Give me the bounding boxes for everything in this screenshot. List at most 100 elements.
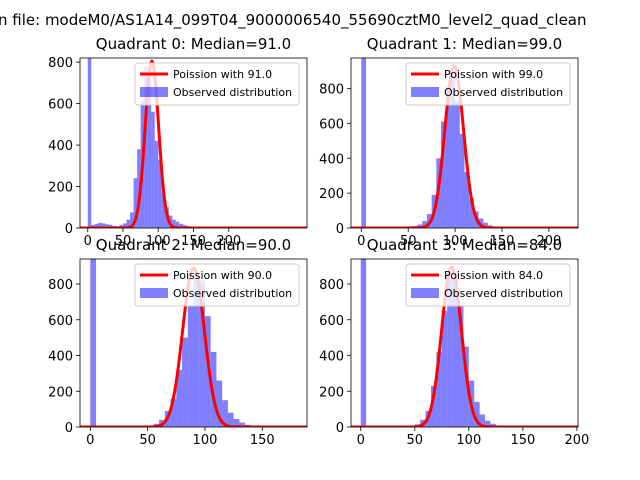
x-tick-label: 150 xyxy=(250,433,275,448)
histogram-bar: 420 xyxy=(436,351,442,427)
legend-label-fit: Poission with 84.0 xyxy=(444,269,543,282)
plot-area: 9758553323581012204080190400610810900730… xyxy=(351,58,578,228)
legend-label-hist: Observed distribution xyxy=(444,287,563,300)
y-tick-label: 400 xyxy=(48,350,73,365)
histogram-bar: 22 xyxy=(123,223,127,228)
x-tick-label: 150 xyxy=(510,433,535,448)
histogram-bar: 540 xyxy=(459,133,465,228)
legend-label-fit: Poission with 91.0 xyxy=(173,68,272,81)
histogram-bar: 25 xyxy=(239,422,246,427)
histogram-bar: 18 xyxy=(105,224,109,228)
legend-label-hist: Observed distribution xyxy=(444,86,563,99)
legend-swatch-hist xyxy=(411,87,439,97)
histogram-bar: 610 xyxy=(441,121,446,228)
x-tick-label: 200 xyxy=(537,234,562,249)
plot-area: 9401111111361540902304206508408706804502… xyxy=(351,259,578,427)
histogram-bar: 160 xyxy=(170,398,177,427)
histogram-bar: 320 xyxy=(464,172,470,228)
legend-box xyxy=(405,263,571,307)
y-tick-label: 200 xyxy=(48,385,73,400)
legend-label-fit: Poission with 90.0 xyxy=(173,269,272,282)
histogram-bar: 820 xyxy=(199,280,205,427)
x-tick-label: 150 xyxy=(490,234,515,249)
legend-label-fit: Poission with 99.0 xyxy=(444,68,543,81)
histogram-bar: 30 xyxy=(175,221,180,228)
histogram-bar: 55 xyxy=(478,218,484,228)
x-tick-label: 100 xyxy=(456,433,481,448)
histogram-bar: 650 xyxy=(441,310,448,427)
x-tick-label: 150 xyxy=(181,234,206,249)
histogram-bar: 830 xyxy=(193,278,200,427)
y-tick-label: 200 xyxy=(319,187,344,202)
histogram-bar: 170 xyxy=(469,198,474,228)
histogram-bar: 40 xyxy=(172,219,176,228)
histogram-bar: 15 xyxy=(119,224,123,228)
x-tick-label: 0 xyxy=(357,234,365,249)
y-tick-label: 0 xyxy=(336,421,344,436)
x-tick-label: 200 xyxy=(565,433,590,448)
histogram-bar: 680 xyxy=(187,305,194,427)
chart-title: Quadrant 1: Median=99.0 xyxy=(367,35,562,53)
histogram-bar: 810 xyxy=(445,86,451,228)
figure-suptitle: n file: modeM0/AS1A14_099T04_9000006540_… xyxy=(0,11,587,30)
x-tick-label: 200 xyxy=(216,234,241,249)
legend-swatch-hist xyxy=(140,288,168,298)
y-tick-label: 0 xyxy=(65,222,73,237)
histogram-bar: 22 xyxy=(101,223,106,228)
y-tick-label: 600 xyxy=(48,314,73,329)
y-tick-label: 400 xyxy=(319,350,344,365)
histogram-bar: 330 xyxy=(158,159,162,228)
histogram-bar: 150 xyxy=(222,400,228,427)
axes-frame xyxy=(350,57,579,229)
histogram-bar: 380 xyxy=(137,149,141,228)
histogram-bar: 75 xyxy=(130,212,134,228)
x-tick-label: 50 xyxy=(115,234,132,249)
histogram-bar: 940 xyxy=(90,259,97,427)
legend-swatch-hist xyxy=(140,87,168,97)
chart-title: Quadrant 3: Median=84.0 xyxy=(367,236,562,254)
y-tick-label: 800 xyxy=(319,83,344,98)
histogram-bar: 80 xyxy=(227,412,234,427)
y-tick-label: 800 xyxy=(48,56,73,71)
x-tick-label: 100 xyxy=(146,234,171,249)
histogram-bar: 15 xyxy=(182,224,187,228)
x-tick-label: 100 xyxy=(193,433,218,448)
histogram-bar: 15 xyxy=(91,224,95,228)
x-tick-label: 50 xyxy=(400,234,417,249)
x-tick-label: 50 xyxy=(139,433,156,448)
legend-box xyxy=(405,62,571,106)
legend-label-hist: Observed distribution xyxy=(173,287,292,300)
histogram-bar: 320 xyxy=(176,369,183,427)
histogram-bar: 30 xyxy=(483,222,488,228)
histogram-bar: 170 xyxy=(161,192,166,228)
histogram-bar: 560 xyxy=(151,111,155,228)
poisson-fit-line xyxy=(351,64,578,228)
y-tick-label: 200 xyxy=(319,385,344,400)
y-tick-label: 400 xyxy=(48,139,73,154)
histogram-bar: 420 xyxy=(210,351,217,427)
histogram-bar: 140 xyxy=(474,401,480,427)
histogram-bar: 240 xyxy=(133,178,138,228)
legend-box xyxy=(134,62,300,106)
histogram-bar: 730 xyxy=(455,100,460,228)
x-tick-label: 0 xyxy=(84,234,92,249)
histogram-bar: 40 xyxy=(126,219,131,228)
histogram-bar: 870 xyxy=(452,271,459,427)
histogram-bar: 40 xyxy=(422,221,427,228)
x-tick-label: 100 xyxy=(443,234,468,249)
histogram-bar: 18 xyxy=(490,423,496,427)
x-tick-label: 50 xyxy=(407,433,424,448)
histogram-bar: 900 xyxy=(450,71,456,228)
histogram-bar: 720 xyxy=(147,78,152,228)
histogram-bar: 820 xyxy=(87,58,92,228)
histogram-bar: 450 xyxy=(463,346,469,427)
poisson-fit-line xyxy=(351,265,578,427)
axes-frame xyxy=(79,258,308,428)
histogram-bar: 45 xyxy=(233,418,240,427)
histogram-bar: 780 xyxy=(144,66,148,228)
y-tick-label: 600 xyxy=(319,314,344,329)
x-tick-label: 0 xyxy=(357,433,365,448)
y-tick-label: 600 xyxy=(48,98,73,113)
histogram-bar: 940 xyxy=(360,259,367,427)
